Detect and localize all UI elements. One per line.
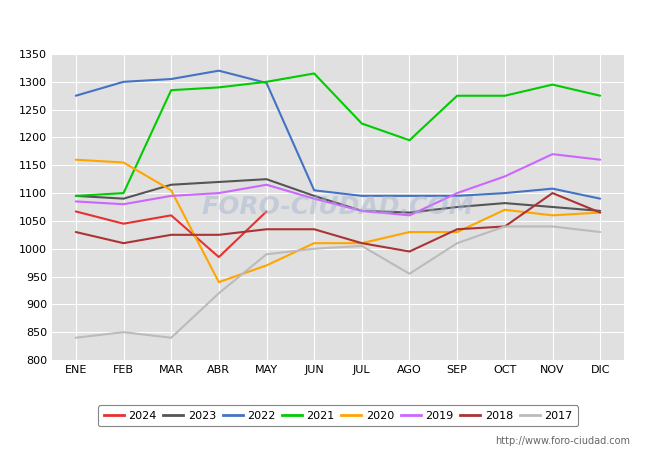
Text: FORO-CIUDAD.COM: FORO-CIUDAD.COM bbox=[202, 195, 474, 219]
Text: http://www.foro-ciudad.com: http://www.foro-ciudad.com bbox=[495, 436, 630, 446]
Text: Afiliados en El Catllar a 31/5/2024: Afiliados en El Catllar a 31/5/2024 bbox=[184, 11, 466, 29]
Legend: 2024, 2023, 2022, 2021, 2020, 2019, 2018, 2017: 2024, 2023, 2022, 2021, 2020, 2019, 2018… bbox=[98, 405, 578, 427]
